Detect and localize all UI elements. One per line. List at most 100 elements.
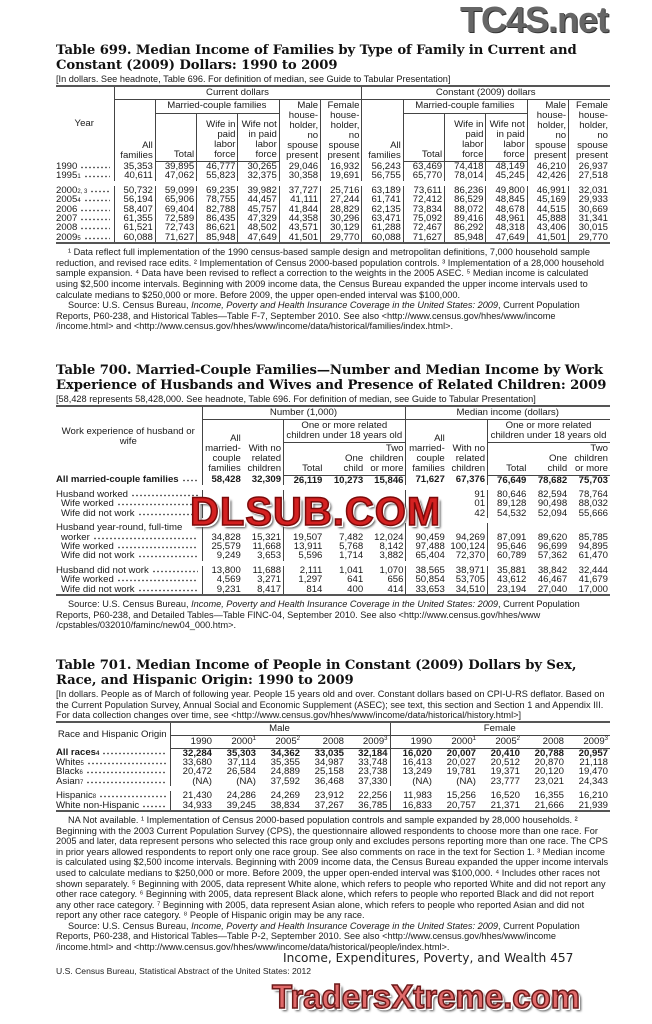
table-cell: 34,987: [314, 756, 344, 768]
table-row: Husband year-round, full-time: [56, 522, 610, 534]
table-cell: 39,982: [237, 185, 280, 195]
footnote-ref: 1: [252, 735, 256, 742]
table-cell: 86,236: [444, 185, 486, 195]
source: Source: U.S. Census Bureau, Income, Pove…: [56, 921, 610, 953]
table-row: Wife worked 25,579 11,668 13,911 5,768 8,142 9…: [56, 541, 610, 551]
table-cell: 45,169: [526, 195, 569, 205]
table-cell: 37,267: [314, 799, 344, 811]
table-cell: 35,353: [113, 161, 156, 172]
table-cell: 29,770: [320, 232, 362, 244]
table-cell: 4,569: [201, 575, 243, 585]
table-cell: 72,467: [402, 223, 445, 233]
table-row: White 5 33,680 37,114 35,355 34,987 33,748 16,4…: [56, 756, 610, 768]
table-cell: 48,845: [485, 195, 528, 205]
col-total: Total: [154, 113, 197, 162]
table-row: 2007 61,355 72,589 86,435 47,329 44,358 30,296…: [56, 214, 610, 224]
row-label-wrap: 2007: [56, 214, 112, 224]
table-cell: 21,371: [490, 799, 520, 811]
table-cell: [283, 508, 325, 519]
table-cell: 74,418: [444, 161, 486, 172]
table-699-headnote: [In dollars. See headnote, Table 696. Fo…: [56, 74, 451, 84]
table-cell: 72,370: [455, 550, 486, 562]
row-label-wrap: Black 6: [56, 766, 168, 778]
table-cell: 61,288: [361, 223, 404, 233]
table-cell: 48,149: [485, 161, 528, 172]
col-wife-paid: Wife in paid labor force: [196, 113, 238, 162]
table-cell: 86,621: [196, 223, 238, 233]
table-row: worker 34,828 15,321 19,507 7,482 12,024 90,45…: [56, 531, 610, 543]
col-one-child: One child: [528, 442, 570, 476]
col-all-married: All married-couple families: [201, 419, 243, 475]
col-year: 20093: [566, 735, 610, 749]
table-cell: [405, 508, 447, 519]
row-label-wrap: Hispanic 8: [56, 791, 168, 801]
row-label-text: Black: [56, 766, 80, 778]
table-cell: 32,284: [169, 748, 214, 758]
table-row: 2000 2, 3 50,732 59,099 69,235 39,982 37,727 25…: [56, 185, 610, 195]
table-cell: 24,269: [270, 790, 300, 802]
table-cell: 25,716: [320, 185, 362, 195]
row-label-wrap: All races 4: [56, 747, 168, 759]
table-cell: 32,444: [578, 564, 608, 576]
table-cell: 641: [347, 574, 364, 586]
table-cell: 16,833: [389, 800, 434, 811]
table-cell: [283, 523, 325, 533]
row-label-text: Husband year-round, full-time: [56, 522, 183, 534]
table-cell: 89,620: [537, 531, 568, 543]
table-cell: 26,937: [568, 161, 610, 172]
table-cell: 75,092: [402, 214, 445, 224]
table-cell: 814: [283, 584, 325, 595]
table-cell: 41,111: [278, 195, 321, 205]
row-label: Wife worked: [56, 541, 202, 551]
table-cell: 27,040: [537, 583, 568, 595]
table-cell: 76,649: [487, 475, 529, 485]
table-cell: 42: [474, 507, 486, 519]
row-label-text: Wife worked: [61, 574, 114, 586]
table-cell: 73,834: [402, 204, 445, 214]
table-cell: 20,027: [446, 756, 476, 768]
year-label: 2008: [322, 735, 344, 747]
col-married: Married-couple families: [154, 99, 280, 114]
footnote-ref: 3: [604, 735, 608, 742]
table-699: Table 699. Median Income of Families by …: [56, 43, 610, 332]
table-cell: 82,788: [196, 204, 238, 214]
table-cell: 91: [474, 488, 486, 500]
table-cell: 24,286: [226, 790, 256, 802]
year-label: 2000: [451, 735, 473, 747]
table-cell: 78,755: [196, 195, 238, 205]
table-cell: 28,829: [320, 204, 362, 214]
source-detail: , Current Population Reports, P60-238, a…: [56, 598, 580, 631]
table-cell: 19,507: [283, 532, 325, 542]
year-label: 2008: [542, 735, 564, 747]
col-all-families: All families: [113, 99, 156, 162]
table-cell: 9,231: [201, 584, 243, 595]
table-cell: 400: [347, 583, 364, 595]
table-cell: 37,114: [227, 756, 256, 768]
table-cell: 60,789: [487, 551, 529, 561]
dot-leader: [83, 232, 110, 240]
row-label-text: All races: [56, 747, 97, 759]
table-cell: 54,532: [487, 508, 529, 518]
col-total: Total: [402, 113, 445, 162]
table-cell: 1,070: [379, 564, 404, 576]
table-cell: 46,777: [196, 161, 238, 172]
table-cell: [283, 489, 325, 500]
row-label: All races 4: [56, 748, 170, 758]
row-label-text: Wife worked: [61, 498, 114, 510]
table-cell: 27,518: [568, 171, 610, 181]
year-header-row: 1990 20001 20052 2008 20093 1990 20001 20052 200…: [56, 735, 610, 749]
table-cell: (NA): [236, 775, 256, 787]
table-cell: 32,309: [251, 474, 282, 486]
table-cell: 20,007: [446, 747, 476, 759]
table-701-headnote: [In dollars. People as of March of follo…: [56, 689, 605, 720]
col-current-dollars: Current dollars: [113, 85, 362, 100]
dot-leader: [137, 551, 198, 559]
table-row: All married-couple families 58,428 32,309 2…: [56, 475, 610, 485]
dot-leader: [116, 541, 198, 549]
col-one-child: One child: [324, 442, 366, 476]
col-year: 2008: [302, 735, 346, 749]
col-constant-dollars: Constant (2009) dollars: [361, 85, 610, 100]
table-cell: 11,983: [389, 791, 434, 801]
row-label: 2009 5: [56, 232, 114, 243]
table-row: Wife worked 4,569 3,271 1,297 641 656 50,854 53…: [56, 574, 610, 586]
